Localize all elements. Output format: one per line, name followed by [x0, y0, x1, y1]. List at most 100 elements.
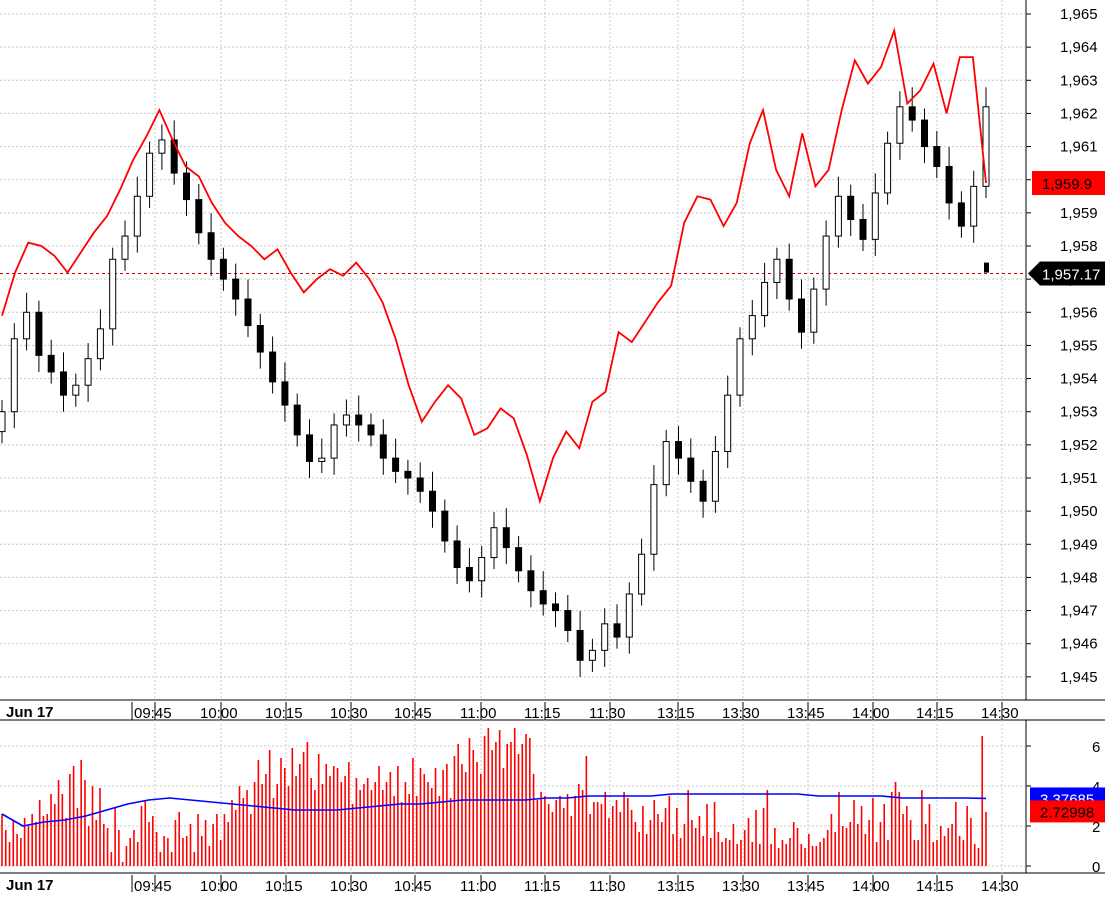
- candle-body: [552, 603, 559, 612]
- price-y-tick-label: 1,958: [1060, 238, 1098, 255]
- candle-body: [244, 298, 252, 327]
- blue-average-line: [1, 793, 987, 827]
- candle-body: [404, 470, 412, 479]
- x-tick-label: 13:15: [657, 878, 695, 892]
- candle-body: [342, 414, 350, 426]
- x-tick-label: 10:30: [330, 878, 368, 892]
- volume-y-tick-label: 2: [1092, 819, 1100, 836]
- candle-body: [10, 338, 18, 413]
- volume-y-tick-label: 0: [1092, 859, 1100, 876]
- candle-body: [527, 570, 535, 592]
- price-y-tick-label: 1,955: [1060, 337, 1098, 354]
- price-y-tick-label: 1,961: [1060, 139, 1098, 156]
- candle-body: [662, 441, 670, 486]
- x-tick-label: 14:15: [916, 705, 954, 722]
- candle-body: [47, 354, 55, 373]
- x-tick-label: 10:15: [265, 705, 303, 722]
- price-y-tick-label: 1,965: [1060, 6, 1098, 23]
- candle-body: [146, 152, 154, 197]
- x-axis-date-label: Jun 17: [6, 704, 54, 721]
- candle-body: [761, 281, 769, 317]
- price-y-tick-label: 1,945: [1060, 669, 1098, 686]
- last-bar-marker: [984, 262, 989, 273]
- x-axis-date-label: Jun 17: [6, 877, 54, 892]
- candle-body: [613, 623, 621, 638]
- price-y-tick-label: 1,947: [1060, 603, 1098, 620]
- candle-body: [970, 185, 978, 227]
- candle-body: [822, 235, 830, 290]
- price-y-tick-label: 1,954: [1060, 371, 1098, 388]
- x-tick-label: 14:00: [852, 878, 890, 892]
- candle-body: [219, 258, 227, 280]
- x-tick-label: 10:45: [394, 878, 432, 892]
- candle-body: [810, 288, 818, 333]
- candle-body: [133, 195, 141, 237]
- candle-body: [748, 315, 756, 340]
- price-y-tick-label: 1,962: [1060, 105, 1098, 122]
- candle-body: [23, 311, 31, 340]
- candle-body: [576, 629, 584, 661]
- price-axis-label: 1,957.17: [1028, 261, 1105, 286]
- candle-body: [306, 434, 313, 462]
- candle-body: [392, 457, 400, 472]
- candle-body: [355, 414, 363, 426]
- x-tick-label: 11:15: [524, 705, 560, 722]
- candle-body: [183, 172, 190, 201]
- candle-body: [933, 146, 941, 167]
- candle-body: [330, 424, 338, 459]
- x-tick-label: 10:15: [265, 878, 303, 892]
- x-tick-label: 14:15: [916, 878, 954, 892]
- candle-body: [429, 490, 436, 512]
- price-y-tick-label: 1,950: [1060, 503, 1098, 520]
- candle-body: [711, 450, 719, 502]
- x-tick-label: 14:30: [981, 878, 1019, 892]
- candle-body: [847, 195, 855, 220]
- candle-body: [195, 199, 203, 234]
- x-tick-label: 13:15: [657, 705, 695, 722]
- candle-body: [564, 610, 572, 631]
- volume-bars: [1, 728, 987, 866]
- candle-body: [724, 394, 732, 452]
- candle-body: [675, 441, 682, 459]
- candle-body: [281, 381, 289, 406]
- price-y-tick-label: 1,953: [1060, 404, 1098, 421]
- x-tick-label: 11:00: [460, 878, 496, 892]
- volume-label-box: [1030, 800, 1105, 823]
- price-y-tick-label: 1,952: [1060, 437, 1098, 454]
- candlesticks: [0, 87, 990, 677]
- candle-body: [84, 358, 92, 386]
- x-tick-label: 11:15: [524, 878, 560, 892]
- candle-body: [478, 557, 486, 582]
- candle-body: [416, 477, 424, 492]
- price-label-box: [1032, 171, 1105, 196]
- candle-body: [638, 553, 646, 595]
- candle-body: [170, 139, 178, 174]
- candle-body: [859, 218, 867, 240]
- candle-body: [367, 424, 375, 436]
- candle-body: [871, 192, 879, 240]
- x-tick-label: 11:30: [589, 705, 625, 722]
- price-y-tick-label: 1,959: [1060, 205, 1098, 222]
- x-tick-label: 09:45: [134, 878, 172, 892]
- price-y-tick-label: 1,946: [1060, 636, 1098, 653]
- candle-body: [687, 457, 695, 482]
- candle-body: [834, 195, 842, 237]
- candle-body: [515, 547, 523, 572]
- x-tick-label: 10:00: [200, 705, 238, 722]
- price-label-box: [1028, 261, 1105, 286]
- candle-body: [121, 235, 129, 260]
- candle-body: [908, 106, 916, 121]
- price-y-tick-label: 1,949: [1060, 536, 1098, 553]
- x-tick-label: 09:45: [134, 705, 172, 722]
- candle-body: [490, 527, 498, 559]
- candle-body: [588, 649, 596, 661]
- red-price-series-line: [1, 27, 987, 505]
- candle-body: [72, 384, 80, 396]
- candle-body: [601, 623, 609, 651]
- x-tick-label: 11:30: [589, 878, 625, 892]
- volume-axis-label: 2.72998: [1030, 800, 1105, 823]
- candle-body: [35, 311, 43, 356]
- candle-body: [884, 142, 892, 194]
